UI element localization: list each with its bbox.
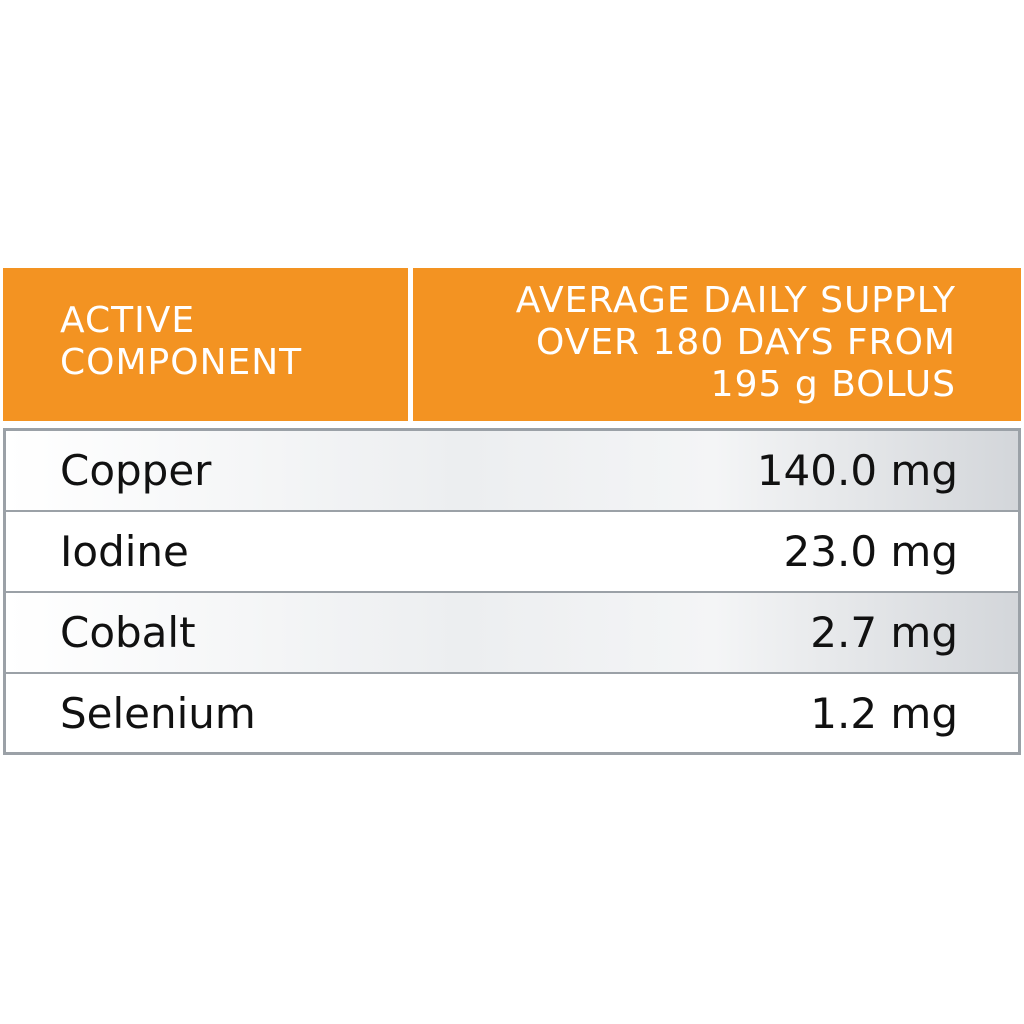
- header-text: 195 g BOLUS: [710, 364, 956, 405]
- component-name: Selenium: [60, 689, 256, 738]
- table-row: Copper 140.0 mg: [6, 431, 1018, 512]
- table-row: Iodine 23.0 mg: [6, 512, 1018, 593]
- component-value: 140.0 mg: [756, 446, 958, 495]
- header-text: AVERAGE DAILY SUPPLY: [515, 280, 956, 321]
- header-text: ACTIVE: [60, 300, 196, 341]
- component-value: 23.0 mg: [783, 527, 958, 576]
- header-text: COMPONENT: [60, 342, 303, 383]
- table-row: Cobalt 2.7 mg: [6, 593, 1018, 674]
- component-name: Cobalt: [60, 608, 196, 657]
- table-row: Selenium 1.2 mg: [6, 674, 1018, 753]
- table-body: Copper 140.0 mg Iodine 23.0 mg Cobalt 2.…: [3, 428, 1021, 755]
- header-active-component: ACTIVE COMPONENT: [3, 268, 408, 421]
- component-name: Copper: [60, 446, 212, 495]
- component-name: Iodine: [60, 527, 189, 576]
- component-value: 1.2 mg: [810, 689, 958, 738]
- header-text: OVER 180 DAYS FROM: [535, 322, 956, 363]
- header-average-daily-supply: AVERAGE DAILY SUPPLY OVER 180 DAYS FROM …: [413, 268, 1021, 421]
- component-value: 2.7 mg: [810, 608, 958, 657]
